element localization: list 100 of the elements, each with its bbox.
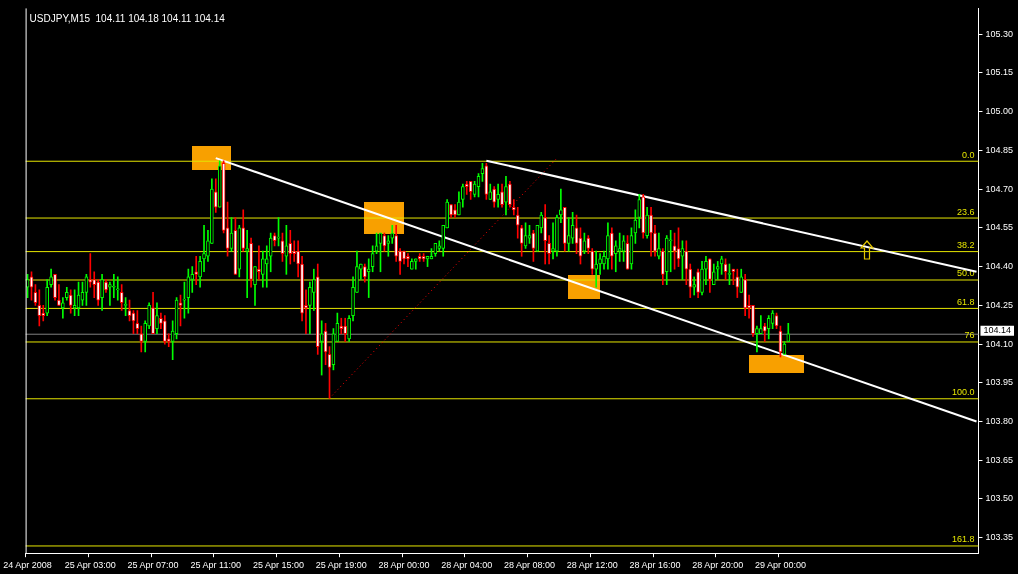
candlestick — [217, 160, 222, 208]
y-tick-label: 103.35 — [985, 532, 1013, 543]
candlestick — [108, 281, 112, 306]
candlestick — [555, 214, 559, 257]
candlestick — [461, 183, 465, 208]
annotation: 161.8 — [951, 534, 975, 545]
annotation: 38.2 — [956, 240, 975, 251]
x-tick-label: 28 Apr 00:00 — [378, 560, 430, 571]
candlestick — [468, 181, 473, 200]
candlestick — [457, 191, 461, 216]
y-tick-label: 103.50 — [985, 493, 1013, 504]
candlestick — [210, 178, 214, 244]
candlestick — [735, 268, 740, 298]
candlestick — [288, 230, 293, 265]
candlestick — [641, 193, 646, 239]
candlestick — [657, 232, 661, 260]
candlestick — [562, 206, 567, 252]
candlestick — [527, 224, 532, 244]
candlestick — [276, 217, 281, 247]
candlestick — [637, 193, 642, 229]
x-tick-label: 28 Apr 20:00 — [692, 560, 744, 571]
candlestick — [715, 261, 720, 280]
candlestick — [613, 240, 618, 273]
candlestick — [155, 302, 159, 335]
candlestick — [104, 279, 108, 293]
candlestick — [390, 224, 395, 244]
candlestick — [68, 289, 73, 314]
candlestick — [96, 279, 100, 306]
candlestick — [417, 253, 422, 262]
x-tick-label: 28 Apr 04:00 — [441, 560, 493, 571]
candlestick — [304, 289, 308, 335]
candlestick — [308, 281, 312, 335]
candlestick — [755, 325, 759, 353]
candlestick — [668, 230, 673, 273]
candlestick — [100, 274, 104, 311]
candlestick — [766, 315, 771, 340]
candlestick — [213, 178, 218, 213]
y-tick-label: 104.55 — [985, 222, 1013, 233]
candlestick — [508, 181, 512, 208]
candlestick — [504, 175, 508, 216]
candlestick — [496, 183, 500, 208]
candlestick — [406, 253, 410, 267]
candlestick — [492, 186, 497, 208]
candlestick — [182, 281, 187, 319]
candlestick — [115, 276, 120, 301]
x-tick-label: 25 Apr 11:00 — [190, 560, 241, 571]
candlestick — [366, 258, 371, 298]
candlestick — [606, 222, 610, 270]
candlestick — [241, 209, 246, 252]
candlestick — [162, 315, 167, 345]
candlestick — [194, 255, 199, 285]
candlestick — [610, 227, 614, 270]
ref-line-label: 104.14 — [983, 325, 1011, 336]
y-tick-label: 104.10 — [985, 338, 1013, 349]
annotation: 76 — [964, 330, 975, 341]
candlestick — [257, 245, 261, 280]
candlestick — [410, 258, 414, 270]
x-tick-label: 28 Apr 08:00 — [503, 560, 556, 571]
candlestick — [315, 263, 320, 355]
candlestick — [347, 315, 351, 342]
candlestick — [704, 255, 708, 285]
annotation: 100.0 — [951, 387, 975, 398]
candlestick — [645, 206, 649, 239]
candlestick — [88, 253, 93, 288]
y-tick-label: 105.15 — [985, 67, 1013, 78]
x-tick-label: 25 Apr 07:00 — [127, 560, 179, 571]
x-tick-label: 25 Apr 03:00 — [64, 560, 116, 571]
candlestick — [41, 305, 46, 322]
annotation: 61.8 — [956, 296, 975, 307]
candlestick — [602, 250, 606, 270]
candlestick — [543, 204, 547, 265]
candlestick — [261, 250, 265, 288]
candlestick — [515, 206, 520, 239]
candlestick — [598, 253, 602, 275]
candlestick — [413, 258, 418, 270]
candlestick — [237, 224, 242, 278]
candlestick — [351, 276, 355, 322]
y-tick-label: 104.25 — [985, 299, 1013, 310]
candlestick — [123, 297, 128, 316]
candlestick — [743, 274, 747, 316]
candlestick — [245, 230, 249, 298]
candlestick — [739, 268, 744, 293]
y-tick-label: 105.30 — [985, 28, 1013, 39]
y-tick-label: 104.85 — [985, 144, 1013, 155]
candlestick — [202, 224, 206, 273]
candlestick — [751, 305, 755, 337]
candlestick — [708, 258, 712, 293]
y-tick-label: 103.95 — [985, 377, 1013, 388]
candlestick — [786, 323, 791, 342]
candlestick — [453, 204, 457, 218]
candlestick — [551, 222, 555, 260]
candlestick — [296, 240, 300, 278]
candlestick — [747, 294, 751, 319]
candlestick — [359, 263, 363, 280]
y-tick-label: 104.70 — [985, 183, 1013, 194]
x-tick-label: 24 Apr 2008 — [3, 560, 52, 571]
y-tick-label: 105.00 — [985, 106, 1013, 117]
y-tick-label: 103.80 — [985, 416, 1013, 426]
candlestick — [660, 248, 665, 285]
candlestick — [362, 263, 367, 283]
